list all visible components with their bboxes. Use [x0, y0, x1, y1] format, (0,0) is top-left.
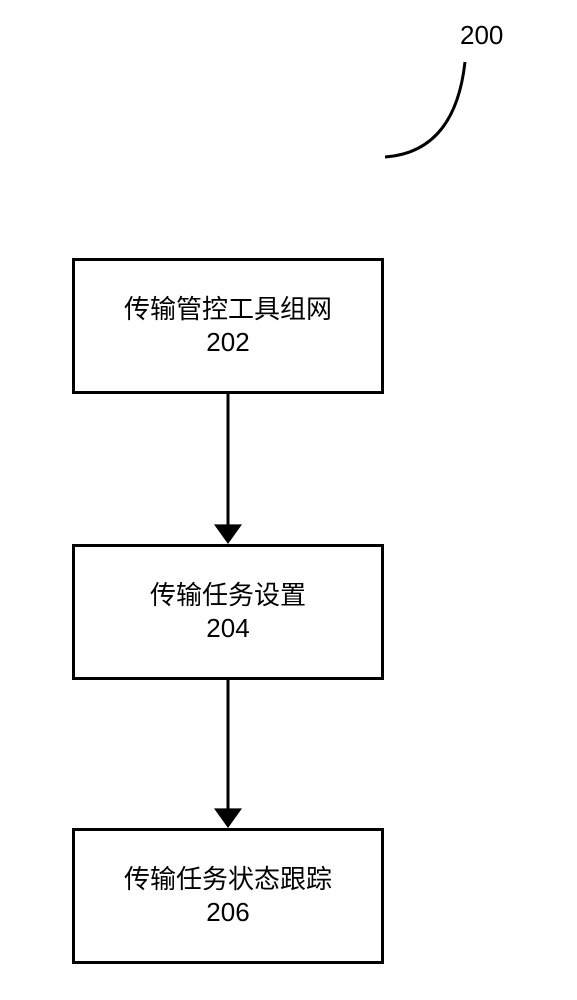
flow-node-n1: 传输管控工具组网202 — [72, 258, 384, 394]
figure-arc — [370, 52, 490, 172]
arrow-head-icon — [214, 808, 242, 828]
figure-number-label: 200 — [460, 20, 503, 51]
flow-node-number: 206 — [206, 897, 249, 928]
flow-node-n3: 传输任务状态跟踪206 — [72, 828, 384, 964]
flow-edge-n2-n3 — [214, 680, 242, 828]
flow-node-title: 传输任务状态跟踪 — [124, 864, 332, 895]
flow-edge-n1-n2 — [214, 394, 242, 544]
flow-node-title: 传输管控工具组网 — [124, 294, 332, 325]
flow-node-n2: 传输任务设置204 — [72, 544, 384, 680]
arrow-head-icon — [214, 524, 242, 544]
figure-arc-path — [385, 62, 465, 157]
flow-node-title: 传输任务设置 — [150, 580, 306, 611]
flow-node-number: 204 — [206, 613, 249, 644]
flow-node-number: 202 — [206, 327, 249, 358]
